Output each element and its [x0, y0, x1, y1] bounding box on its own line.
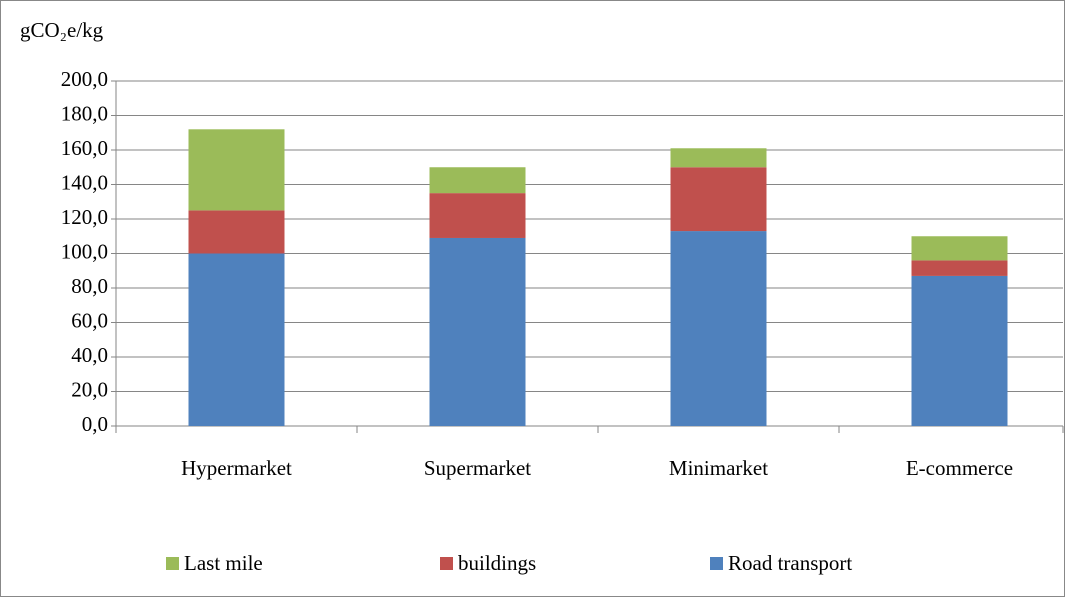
legend-label: Last mile	[184, 551, 263, 575]
bar-segment	[188, 253, 285, 426]
y-tick-label: 80,0	[71, 274, 108, 298]
x-tick-label: Supermarket	[424, 456, 531, 480]
x-tick-label: Minimarket	[669, 456, 768, 480]
bar-segment	[911, 236, 1008, 261]
legend-swatch	[166, 557, 179, 570]
bar-segment	[429, 193, 526, 238]
bar-segment	[670, 148, 767, 168]
y-tick-label: 40,0	[71, 343, 108, 367]
y-tick-label: 160,0	[61, 136, 108, 160]
bar-segment	[911, 275, 1008, 426]
y-axis-label: gCO₂e/kg	[20, 18, 104, 42]
bar-segment	[188, 210, 285, 254]
x-tick-label: Hypermarket	[181, 456, 292, 480]
legend-swatch	[710, 557, 723, 570]
y-tick-label: 140,0	[61, 170, 108, 194]
legend-swatch	[440, 557, 453, 570]
bar-segment	[188, 129, 285, 211]
bar-segment	[670, 167, 767, 232]
bar-segment	[670, 231, 767, 426]
bar-segment	[429, 237, 526, 426]
legend-label: Road transport	[728, 551, 852, 575]
bar-segment	[911, 260, 1008, 276]
y-tick-label: 120,0	[61, 205, 108, 229]
y-tick-label: 60,0	[71, 308, 108, 332]
legend-label: buildings	[458, 551, 536, 575]
y-tick-label: 200,0	[61, 67, 108, 91]
bar-segment	[429, 167, 526, 194]
y-tick-label: 20,0	[71, 377, 108, 401]
x-tick-label: E-commerce	[906, 456, 1013, 480]
y-tick-label: 180,0	[61, 101, 108, 125]
y-tick-label: 100,0	[61, 239, 108, 263]
y-tick-label: 0,0	[82, 412, 108, 436]
